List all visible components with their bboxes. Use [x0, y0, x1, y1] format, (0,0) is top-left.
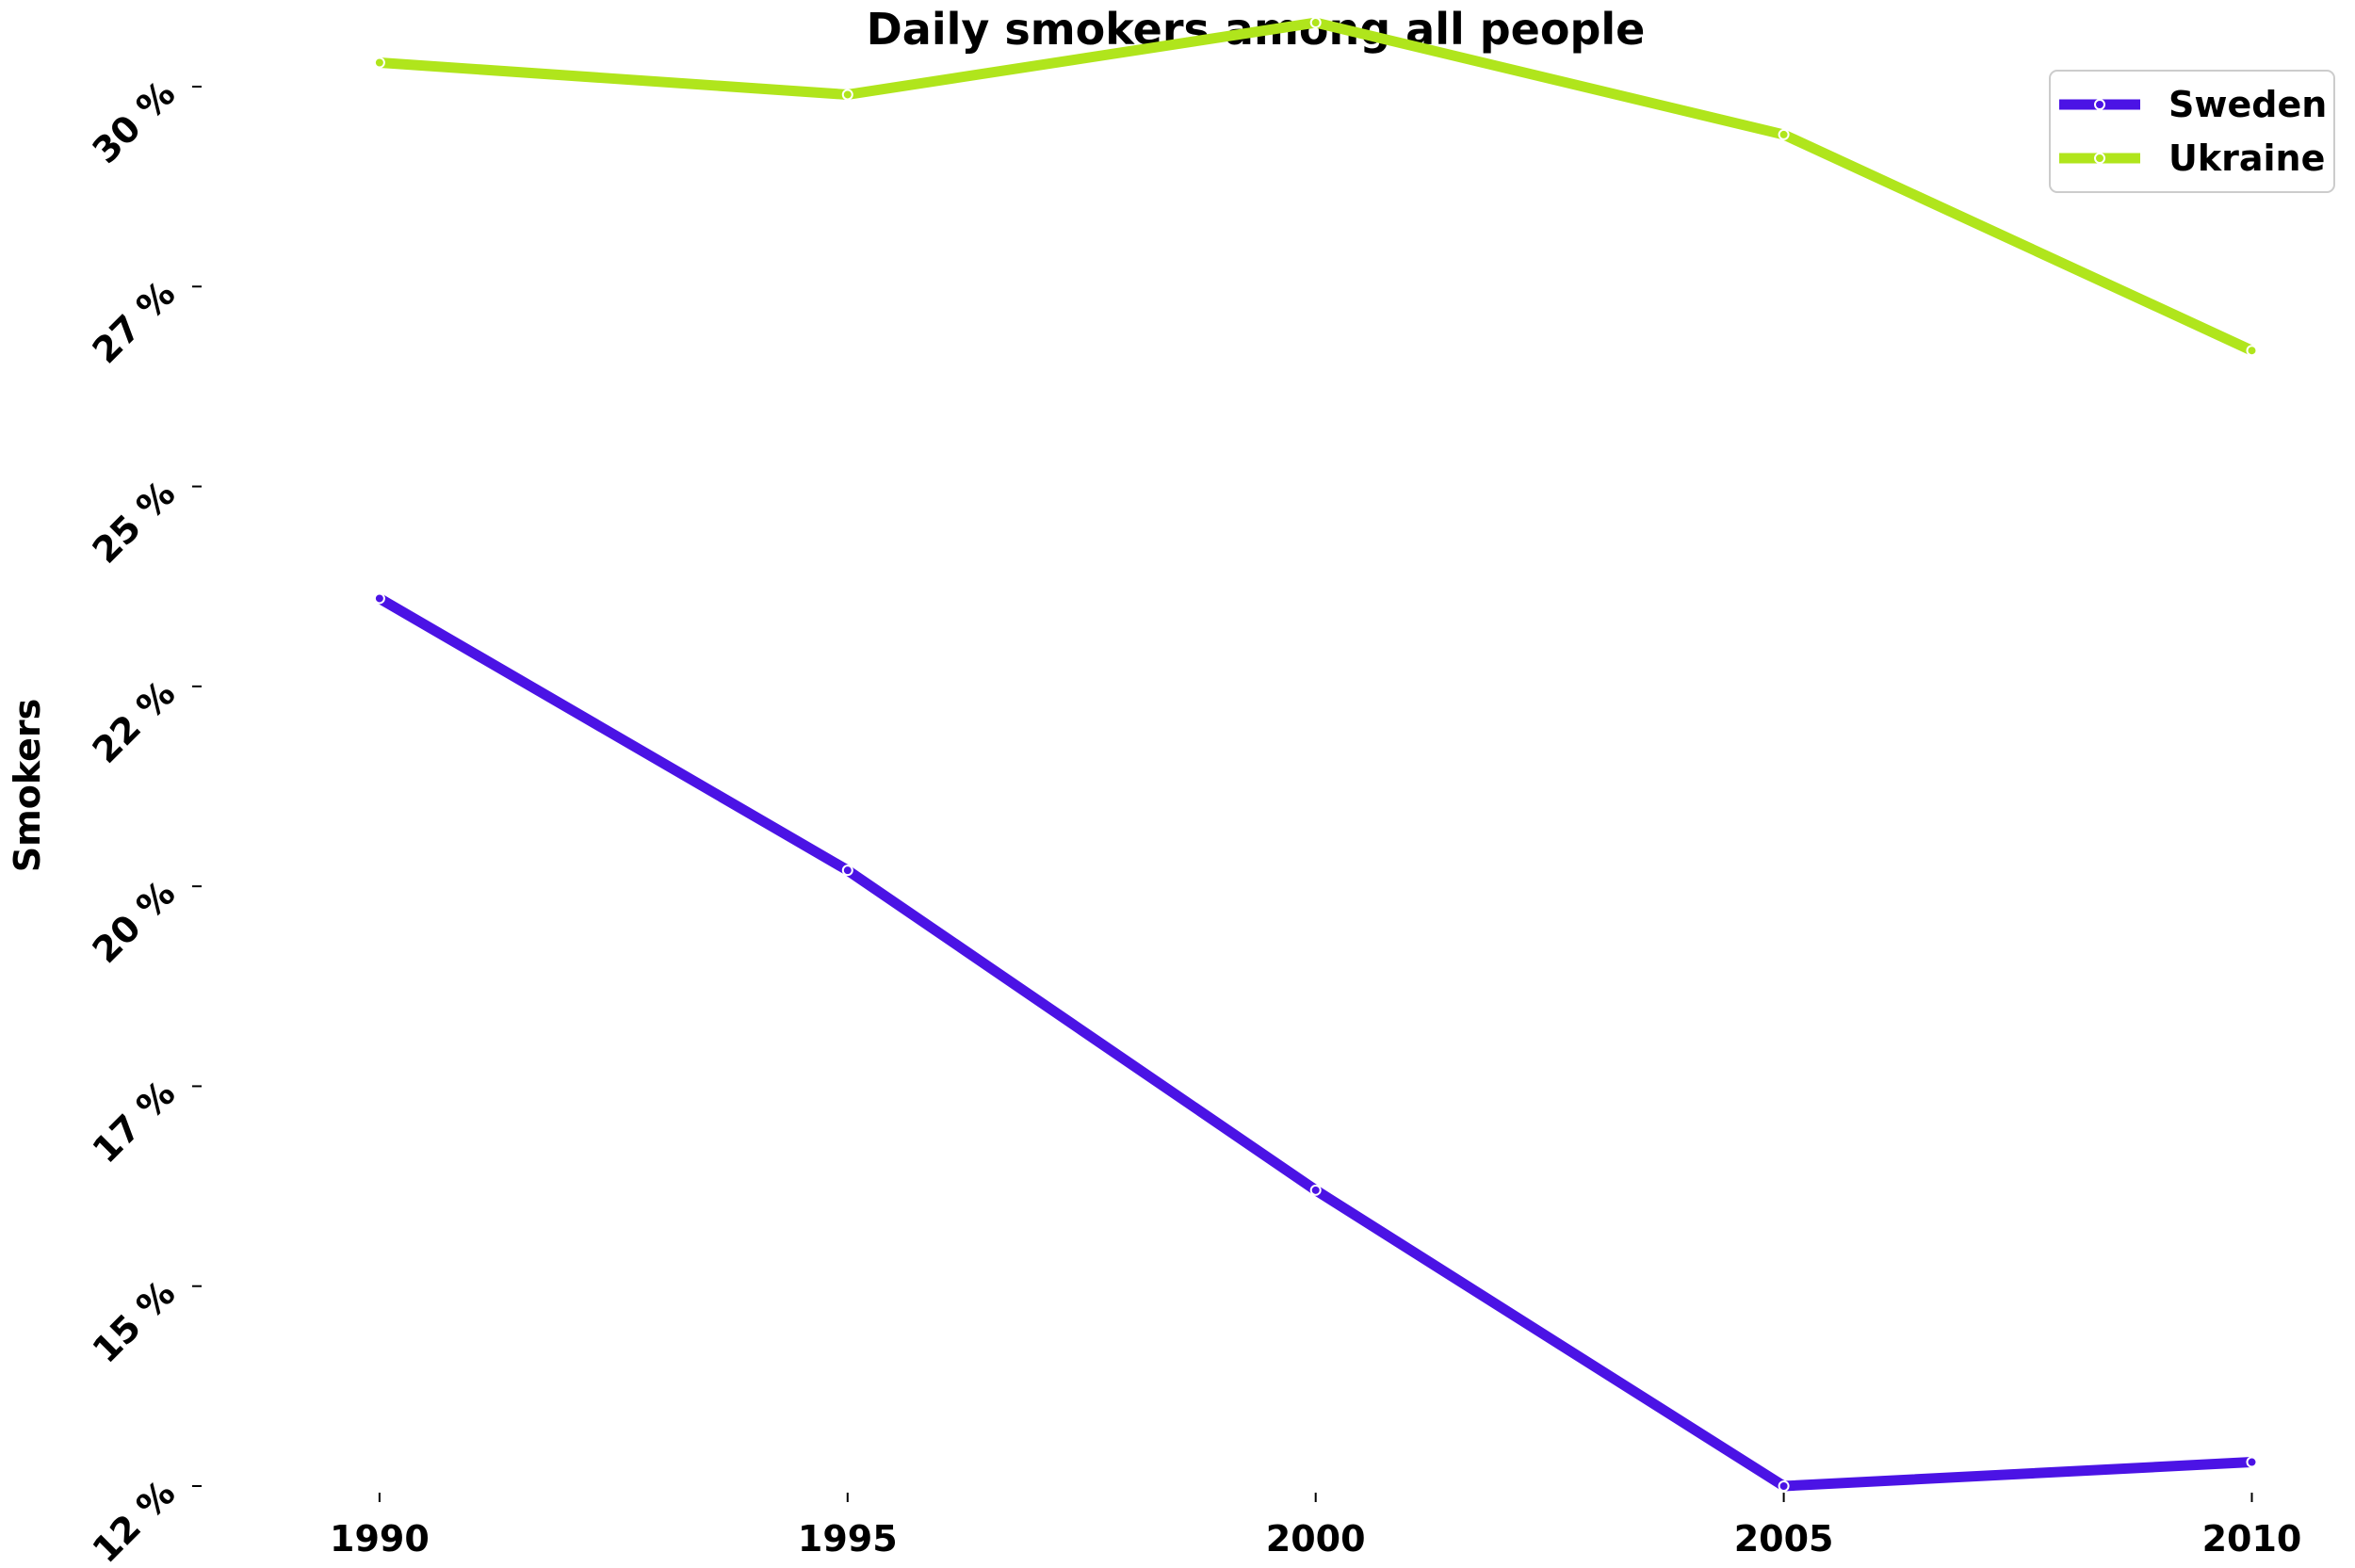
data-point — [841, 865, 853, 877]
legend: Sweden Ukraine — [2049, 70, 2335, 193]
legend-marker — [2094, 153, 2105, 164]
series-line-ukraine — [379, 17, 2254, 356]
y-axis-label: Smokers — [7, 699, 48, 872]
x-tick-label: 2000 — [1266, 1518, 1366, 1560]
y-tick-label: 15 % — [85, 1272, 184, 1371]
series-layer — [373, 17, 2258, 1492]
y-tick-label: 25 % — [85, 473, 184, 572]
data-point — [2246, 345, 2258, 357]
x-tick-label: 2005 — [1734, 1518, 1834, 1560]
legend-label: Ukraine — [2168, 137, 2325, 179]
legend-marker — [2094, 99, 2105, 110]
x-tick-label: 1995 — [798, 1518, 898, 1560]
data-point — [1778, 128, 1790, 140]
data-point — [1778, 1480, 1790, 1492]
data-point — [841, 89, 853, 101]
y-tick-label: 20 % — [85, 872, 184, 971]
y-tick-label: 27 % — [85, 273, 184, 372]
data-point — [373, 592, 385, 605]
x-tick-label: 1990 — [330, 1518, 430, 1560]
y-axis: 12 % 15 % 17 % 20 % 22 % 25 % 27 % 30 % — [85, 73, 202, 1568]
y-tick-label: 17 % — [85, 1073, 184, 1172]
series-line-sweden — [377, 593, 2252, 1492]
y-tick-label: 12 % — [85, 1472, 184, 1564]
y-tick-label: 30 % — [85, 73, 184, 171]
y-tick-label: 22 % — [85, 672, 184, 771]
data-point — [1309, 17, 1322, 29]
data-point — [373, 57, 385, 69]
data-point — [2246, 1456, 2258, 1468]
legend-label: Sweden — [2168, 84, 2327, 125]
data-point — [1309, 1184, 1322, 1196]
x-tick-label: 2010 — [2202, 1518, 2302, 1560]
x-axis: 1990 1995 2000 2005 2010 — [330, 1493, 2301, 1560]
